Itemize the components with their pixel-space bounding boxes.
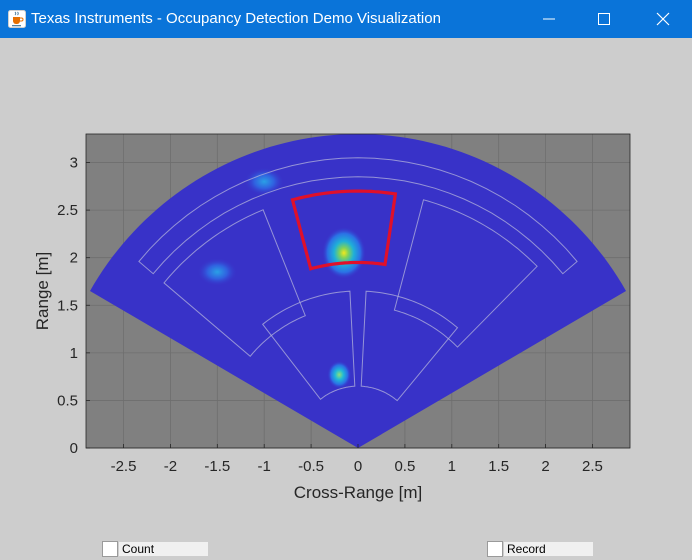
occupied-zone-outline (290, 189, 398, 271)
x-tick-label: -2 (164, 458, 177, 475)
x-tick-label: -1 (258, 458, 271, 475)
heat-hotspot (197, 257, 238, 286)
y-tick-label: 0.5 (57, 392, 78, 409)
heat-hotspot (321, 226, 366, 279)
zone-outline (360, 290, 459, 402)
x-tick-label: 0 (354, 458, 362, 475)
record-checkbox[interactable] (487, 541, 503, 557)
record-label: Record (504, 542, 593, 556)
y-tick-label: 0 (70, 440, 78, 457)
field-of-view-sector (90, 134, 626, 448)
occupancy-heatmap-plot: -2.5 -2 -1.5 -1 -0.5 0 0.5 1 1.5 2 2.5 0 0.5 1 1.5 2 2.… (33, 133, 631, 502)
maximize-button[interactable] (581, 0, 627, 38)
x-tick-label: -2.5 (111, 458, 137, 475)
minimize-button[interactable] (526, 0, 572, 38)
zone-outline (262, 290, 356, 401)
zone-outline (138, 157, 578, 275)
close-icon (656, 12, 670, 26)
x-tick-label: 1.5 (488, 458, 509, 475)
y-tick-label: 2.5 (57, 202, 78, 219)
x-tick-label: 0.5 (394, 458, 415, 475)
y-tick-label: 1.5 (57, 297, 78, 314)
heat-hotspot (327, 360, 352, 389)
count-label: Count (119, 542, 208, 556)
window-title: Texas Instruments - Occupancy Detection … (31, 10, 441, 27)
minimize-icon (543, 18, 555, 20)
x-tick-label: -1.5 (204, 458, 230, 475)
y-tick-label: 3 (70, 155, 78, 172)
java-cup-icon (8, 10, 26, 28)
zone-outline (393, 199, 538, 348)
y-tick-label: 2 (70, 250, 78, 267)
title-bar: Texas Instruments - Occupancy Detection … (0, 0, 692, 38)
x-tick-label: 2.5 (582, 458, 603, 475)
x-tick-label: -0.5 (298, 458, 324, 475)
close-button[interactable] (640, 0, 686, 38)
x-axis-label: Cross-Range [m] (294, 483, 422, 502)
heat-hotspot (244, 167, 285, 196)
x-tick-label: 2 (541, 458, 549, 475)
y-axis-label: Range [m] (33, 252, 52, 330)
maximize-icon (598, 13, 610, 25)
zone-outline (163, 209, 306, 358)
y-tick-label: 1 (70, 345, 78, 362)
count-checkbox[interactable] (102, 541, 118, 557)
x-tick-label: 1 (448, 458, 456, 475)
